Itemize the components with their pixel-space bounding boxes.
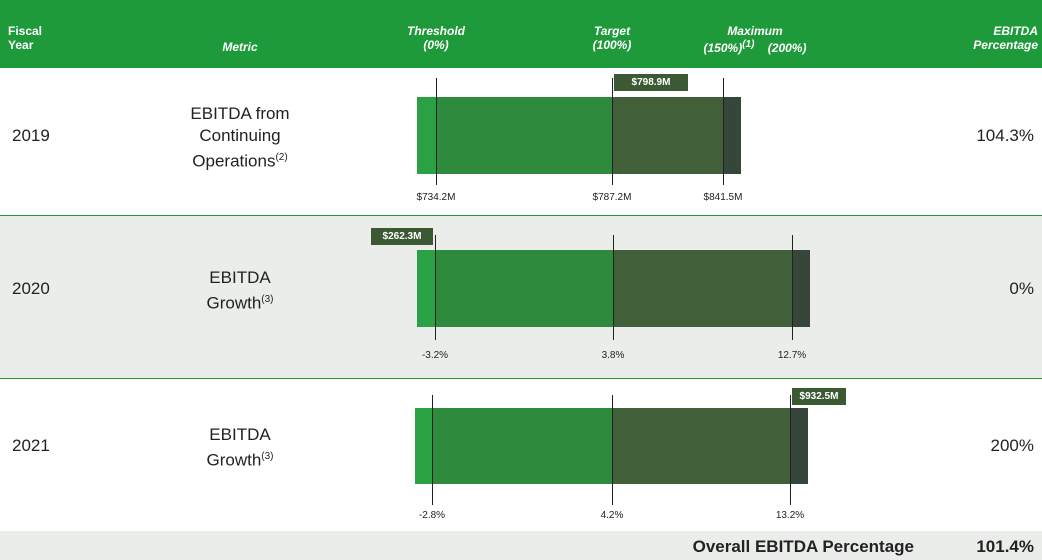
- bar-segment: [613, 250, 792, 327]
- metric-line: EBITDA: [209, 425, 271, 444]
- threshold-header: Threshold (0%): [396, 24, 476, 52]
- bar-segment: [415, 408, 432, 484]
- metric: EBITDA Growth(3): [140, 267, 340, 315]
- header-text: (0%): [423, 38, 449, 52]
- metric-header: Metric: [222, 40, 258, 54]
- footer-value: 101.4%: [976, 537, 1034, 556]
- metric-line: Operations: [192, 151, 276, 171]
- fiscal-year-header: Fiscal Year: [8, 24, 42, 52]
- target-label: $787.2M: [592, 192, 632, 203]
- maximum-label: 13.2%: [775, 510, 805, 521]
- bar-segment: [790, 408, 808, 484]
- marker-line: [613, 235, 614, 340]
- marker-line: [723, 78, 724, 185]
- marker-line: [612, 395, 613, 505]
- metric-line: Growth: [206, 293, 262, 313]
- percentage: 104.3%: [976, 125, 1034, 145]
- ebitda-pct-header: EBITDA Percentage: [950, 24, 1038, 52]
- maximum-header: Maximum (150%)(1) (200%): [680, 24, 830, 55]
- header-text: Fiscal: [8, 24, 43, 38]
- header-text: (200%): [767, 41, 807, 55]
- percentage: 0%: [1009, 278, 1034, 298]
- threshold-label: -2.8%: [418, 510, 446, 521]
- metric-line: Growth: [206, 450, 262, 470]
- marker-line: [790, 395, 791, 505]
- bar-segment: [435, 250, 613, 327]
- header-band: [0, 0, 1042, 68]
- header-text: (150%): [703, 41, 743, 55]
- actual-label: $932.5M: [792, 388, 846, 405]
- metric: EBITDA Growth(3): [140, 424, 340, 472]
- header-text: EBITDA: [993, 24, 1038, 38]
- header-text: Maximum: [727, 24, 783, 38]
- header-text: Threshold: [406, 24, 465, 38]
- maximum-label: $841.5M: [703, 192, 743, 203]
- metric-note: (3): [261, 451, 274, 462]
- bar-segment: [723, 97, 741, 174]
- metric-note: (2): [275, 151, 288, 163]
- bar-segment: [612, 408, 790, 484]
- marker-line: [436, 78, 437, 185]
- bar-segment: [612, 97, 723, 174]
- year: 2019: [12, 125, 50, 145]
- threshold-label: $734.2M: [416, 192, 456, 203]
- footer-label: Overall EBITDA Percentage: [692, 537, 914, 556]
- target-label: 4.2%: [600, 510, 624, 521]
- bar-segment: [417, 250, 435, 327]
- marker-line: [432, 395, 433, 505]
- threshold-label: -3.2%: [421, 350, 449, 361]
- marker-line: [612, 78, 613, 185]
- metric-line: Continuing: [199, 125, 281, 145]
- percentage: 200%: [990, 436, 1034, 455]
- year: 2020: [12, 278, 50, 298]
- metric-line: EBITDA from: [190, 103, 290, 123]
- year: 2021: [12, 436, 50, 455]
- maximum-label: 12.7%: [777, 350, 807, 361]
- header-text: Year: [8, 38, 34, 52]
- bar-segment: [792, 250, 810, 327]
- header-text: (100%): [592, 38, 632, 52]
- header-text: Percentage: [973, 38, 1038, 52]
- target-label: 3.8%: [601, 350, 625, 361]
- bar-segment: [432, 408, 612, 484]
- target-header: Target (100%): [572, 24, 652, 52]
- actual-label: $798.9M: [614, 74, 688, 91]
- header-note: (1): [742, 39, 755, 50]
- metric-note: (3): [261, 293, 274, 305]
- marker-line: [435, 235, 436, 340]
- metric-line: EBITDA: [209, 267, 271, 287]
- metric: EBITDA from Continuing Operations(2): [140, 103, 340, 173]
- bar-segment: [417, 97, 436, 174]
- actual-label: $262.3M: [371, 228, 433, 245]
- bar-segment: [436, 97, 612, 174]
- header-text: Target: [593, 24, 631, 38]
- marker-line: [792, 235, 793, 340]
